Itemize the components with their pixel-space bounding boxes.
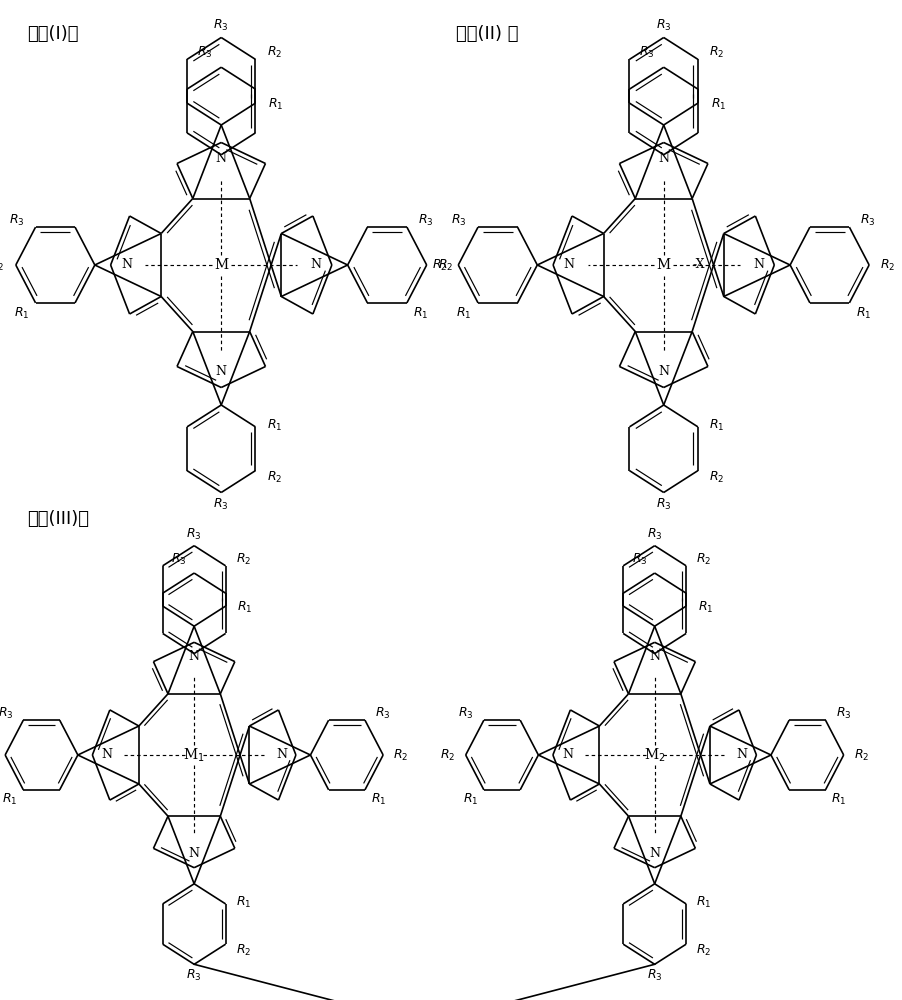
Text: M$_{1}$: M$_{1}$	[183, 746, 205, 764]
Text: $R_{3}$: $R_{3}$	[639, 45, 654, 60]
Text: $R_{3}$: $R_{3}$	[457, 706, 474, 721]
Text: $R_{1}$: $R_{1}$	[237, 600, 253, 615]
Text: N: N	[736, 748, 747, 762]
Text: $R_{2}$: $R_{2}$	[266, 45, 281, 60]
Text: $R_{3}$: $R_{3}$	[9, 213, 24, 228]
Text: $R_{2}$: $R_{2}$	[431, 257, 446, 273]
Text: $R_{2}$: $R_{2}$	[235, 552, 251, 567]
Text: $R_{3}$: $R_{3}$	[646, 968, 662, 983]
Text: $R_{2}$: $R_{2}$	[437, 257, 453, 273]
Text: N: N	[121, 258, 132, 271]
Text: N: N	[189, 650, 199, 663]
Text: N: N	[658, 152, 668, 165]
Text: $R_{3}$: $R_{3}$	[451, 213, 466, 228]
Text: $R_{3}$: $R_{3}$	[213, 18, 229, 33]
Text: $R_{3}$: $R_{3}$	[860, 213, 875, 228]
Text: $R_{2}$: $R_{2}$	[695, 552, 711, 567]
Text: $R_{1}$: $R_{1}$	[462, 792, 477, 807]
Text: M$_{2}$: M$_{2}$	[643, 746, 665, 764]
Text: N: N	[216, 152, 226, 165]
Text: $R_{1}$: $R_{1}$	[413, 306, 428, 321]
Text: $R_{1}$: $R_{1}$	[371, 792, 386, 807]
Text: $R_{1}$: $R_{1}$	[697, 600, 713, 615]
Text: $R_{3}$: $R_{3}$	[655, 497, 671, 512]
Text: $R_{2}$: $R_{2}$	[708, 45, 723, 60]
Text: N: N	[561, 748, 572, 762]
Text: $R_{3}$: $R_{3}$	[171, 552, 187, 567]
Text: $R_{1}$: $R_{1}$	[710, 97, 725, 112]
Text: -X: -X	[691, 258, 704, 271]
Text: $R_{2}$: $R_{2}$	[853, 747, 869, 763]
Text: N: N	[310, 258, 321, 271]
Text: N: N	[101, 748, 112, 762]
Text: N: N	[649, 650, 659, 663]
Text: $R_{3}$: $R_{3}$	[186, 968, 202, 983]
Text: $R_{2}$: $R_{2}$	[235, 943, 251, 958]
Text: $R_{2}$: $R_{2}$	[266, 470, 281, 485]
Text: 通式(I)：: 通式(I)：	[27, 25, 78, 43]
Text: $R_{3}$: $R_{3}$	[186, 527, 202, 542]
Text: $R_{2}$: $R_{2}$	[695, 943, 711, 958]
Text: N: N	[658, 365, 668, 378]
Text: $R_{2}$: $R_{2}$	[708, 470, 723, 485]
Text: N: N	[649, 847, 659, 860]
Text: $R_{1}$: $R_{1}$	[708, 418, 723, 433]
Text: N: N	[276, 748, 287, 762]
Text: 通式(II) ：: 通式(II) ：	[456, 25, 518, 43]
Text: $R_{3}$: $R_{3}$	[374, 706, 391, 721]
Text: N: N	[189, 847, 199, 860]
Text: $R_{3}$: $R_{3}$	[197, 45, 212, 60]
Text: $R_{1}$: $R_{1}$	[456, 306, 471, 321]
Text: N: N	[216, 365, 226, 378]
Text: $R_{3}$: $R_{3}$	[655, 18, 671, 33]
Text: $R_{3}$: $R_{3}$	[213, 497, 229, 512]
Text: $R_{1}$: $R_{1}$	[235, 895, 251, 910]
Text: $R_{1}$: $R_{1}$	[266, 418, 281, 433]
Text: 通式(III)：: 通式(III)：	[27, 510, 89, 528]
Text: $R_{3}$: $R_{3}$	[0, 706, 14, 721]
Text: $R_{3}$: $R_{3}$	[631, 552, 647, 567]
Text: $R_{3}$: $R_{3}$	[418, 213, 433, 228]
Text: $R_{2}$: $R_{2}$	[879, 257, 895, 273]
Text: N: N	[563, 258, 574, 271]
Text: M: M	[656, 258, 670, 272]
Text: M: M	[214, 258, 228, 272]
Text: $R_{3}$: $R_{3}$	[646, 527, 662, 542]
Text: N: N	[752, 258, 763, 271]
Text: $R_{1}$: $R_{1}$	[14, 306, 29, 321]
Text: $R_{2}$: $R_{2}$	[439, 747, 455, 763]
Text: $R_{3}$: $R_{3}$	[834, 706, 851, 721]
Text: $R_{1}$: $R_{1}$	[268, 97, 283, 112]
Text: $R_{1}$: $R_{1}$	[695, 895, 711, 910]
Text: $R_{2}$: $R_{2}$	[393, 747, 409, 763]
Text: $R_{1}$: $R_{1}$	[831, 792, 846, 807]
Text: $R_{2}$: $R_{2}$	[0, 257, 5, 273]
Text: $R_{1}$: $R_{1}$	[2, 792, 17, 807]
Text: $R_{1}$: $R_{1}$	[855, 306, 870, 321]
